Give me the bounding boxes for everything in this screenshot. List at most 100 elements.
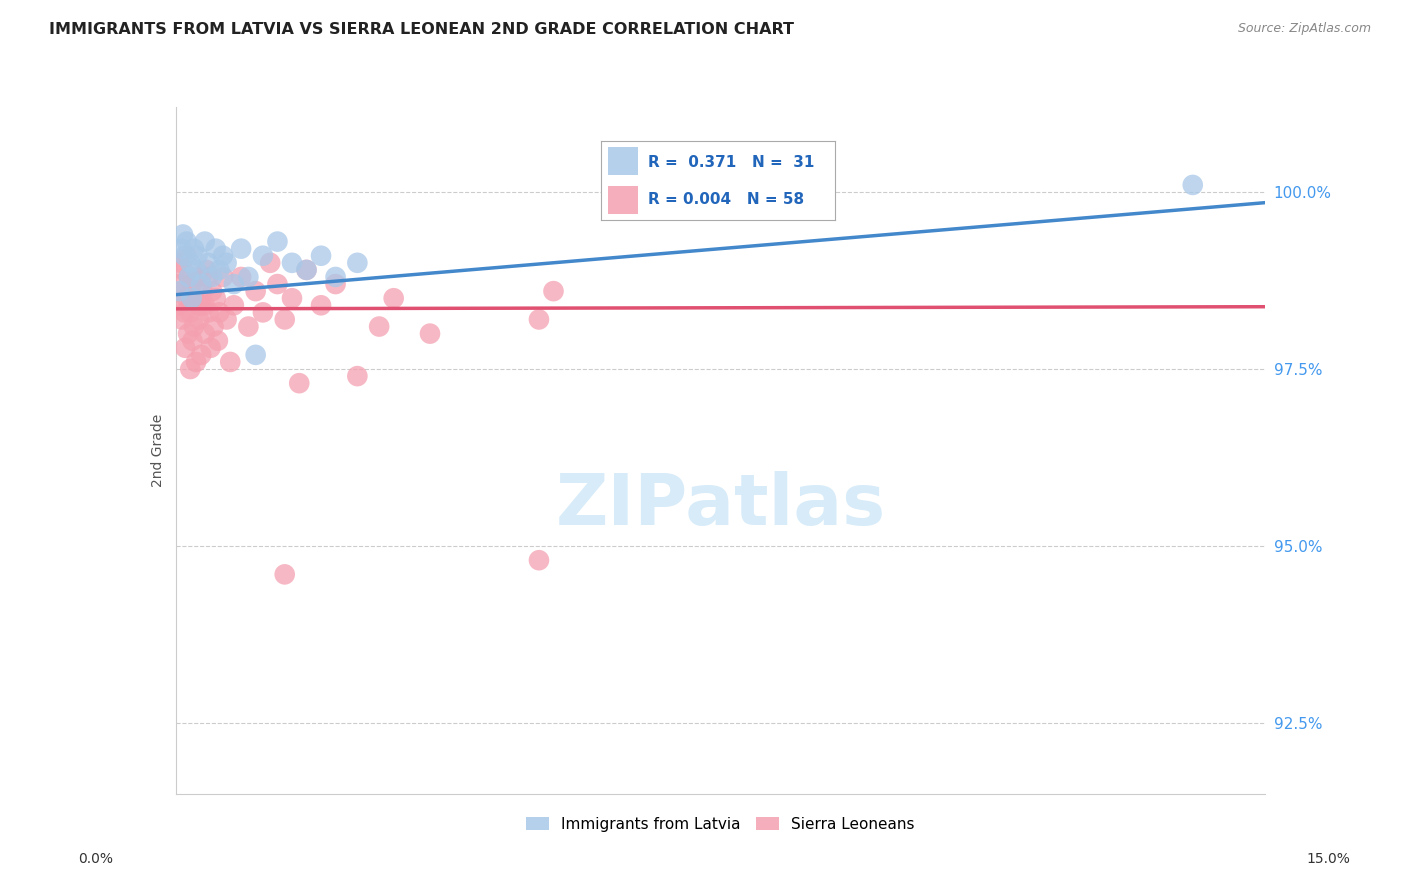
Point — [177, 270, 200, 285]
Y-axis label: 2nd Grade: 2nd Grade — [150, 414, 165, 487]
Point — [325, 277, 347, 291]
Point — [173, 305, 195, 319]
Text: R = 0.004   N = 58: R = 0.004 N = 58 — [648, 192, 804, 207]
Point — [238, 319, 260, 334]
Point — [231, 270, 253, 285]
Point — [191, 284, 214, 298]
Point — [197, 305, 219, 319]
Point — [176, 249, 198, 263]
Point — [222, 277, 245, 291]
Point — [207, 334, 229, 348]
Point — [245, 348, 267, 362]
Point — [186, 298, 209, 312]
Point — [194, 326, 217, 341]
Point — [186, 249, 209, 263]
Point — [181, 334, 204, 348]
Point — [266, 277, 288, 291]
Point — [183, 319, 205, 334]
Point — [188, 312, 211, 326]
Point — [190, 298, 212, 312]
Point — [281, 256, 304, 270]
Point — [167, 298, 190, 312]
Point — [527, 553, 550, 567]
Point — [180, 291, 202, 305]
Point — [259, 256, 281, 270]
Point — [186, 270, 209, 285]
Text: IMMIGRANTS FROM LATVIA VS SIERRA LEONEAN 2ND GRADE CORRELATION CHART: IMMIGRANTS FROM LATVIA VS SIERRA LEONEAN… — [49, 22, 794, 37]
Point — [238, 270, 260, 285]
Point — [172, 263, 194, 277]
Point — [309, 249, 332, 263]
Bar — [607, 147, 638, 176]
Point — [309, 298, 332, 312]
Point — [201, 284, 224, 298]
Point — [179, 305, 201, 319]
Point — [346, 369, 368, 384]
Point — [173, 249, 195, 263]
Point — [215, 312, 238, 326]
Point — [172, 227, 194, 242]
Point — [266, 235, 288, 249]
Point — [195, 263, 218, 277]
Point — [368, 319, 391, 334]
Point — [419, 326, 441, 341]
Point — [215, 256, 238, 270]
Point — [176, 291, 198, 305]
Point — [176, 235, 198, 249]
Point — [208, 263, 231, 277]
Point — [197, 270, 219, 285]
Point — [170, 312, 193, 326]
Point — [201, 270, 224, 285]
Point — [190, 277, 212, 291]
Point — [281, 291, 304, 305]
Point — [177, 326, 200, 341]
Text: ZIPatlas: ZIPatlas — [555, 471, 886, 540]
Point — [543, 284, 565, 298]
Point — [174, 341, 197, 355]
Point — [202, 319, 225, 334]
Point — [219, 355, 242, 369]
Point — [231, 242, 253, 256]
Point — [346, 256, 368, 270]
Point — [177, 270, 200, 285]
Point — [170, 242, 193, 256]
Point — [180, 277, 202, 291]
Point — [382, 291, 405, 305]
Point — [212, 249, 235, 263]
Text: R =  0.371   N =  31: R = 0.371 N = 31 — [648, 155, 814, 170]
Point — [169, 284, 191, 298]
Text: Source: ZipAtlas.com: Source: ZipAtlas.com — [1237, 22, 1371, 36]
Point — [245, 284, 267, 298]
Point — [190, 348, 212, 362]
Point — [288, 376, 311, 391]
Text: 15.0%: 15.0% — [1306, 853, 1351, 866]
Point — [184, 263, 207, 277]
Legend: Immigrants from Latvia, Sierra Leoneans: Immigrants from Latvia, Sierra Leoneans — [520, 811, 921, 838]
Point — [169, 277, 191, 291]
Point — [172, 284, 194, 298]
Point — [208, 305, 231, 319]
Point — [252, 305, 274, 319]
Point — [197, 256, 219, 270]
Point — [194, 235, 217, 249]
Text: 0.0%: 0.0% — [79, 853, 112, 866]
Point — [200, 341, 222, 355]
Point — [222, 298, 245, 312]
Point — [183, 291, 205, 305]
Point — [183, 242, 205, 256]
Point — [274, 567, 297, 582]
Point — [170, 256, 193, 270]
Point — [295, 263, 318, 277]
Point — [252, 249, 274, 263]
Point — [212, 270, 235, 285]
Point — [184, 355, 207, 369]
Point — [179, 362, 201, 376]
Bar — [607, 186, 638, 214]
Point — [204, 242, 226, 256]
Point — [274, 312, 297, 326]
Point — [179, 256, 201, 270]
Point — [325, 270, 347, 285]
Point — [194, 298, 217, 312]
Point — [295, 263, 318, 277]
Point — [204, 291, 226, 305]
